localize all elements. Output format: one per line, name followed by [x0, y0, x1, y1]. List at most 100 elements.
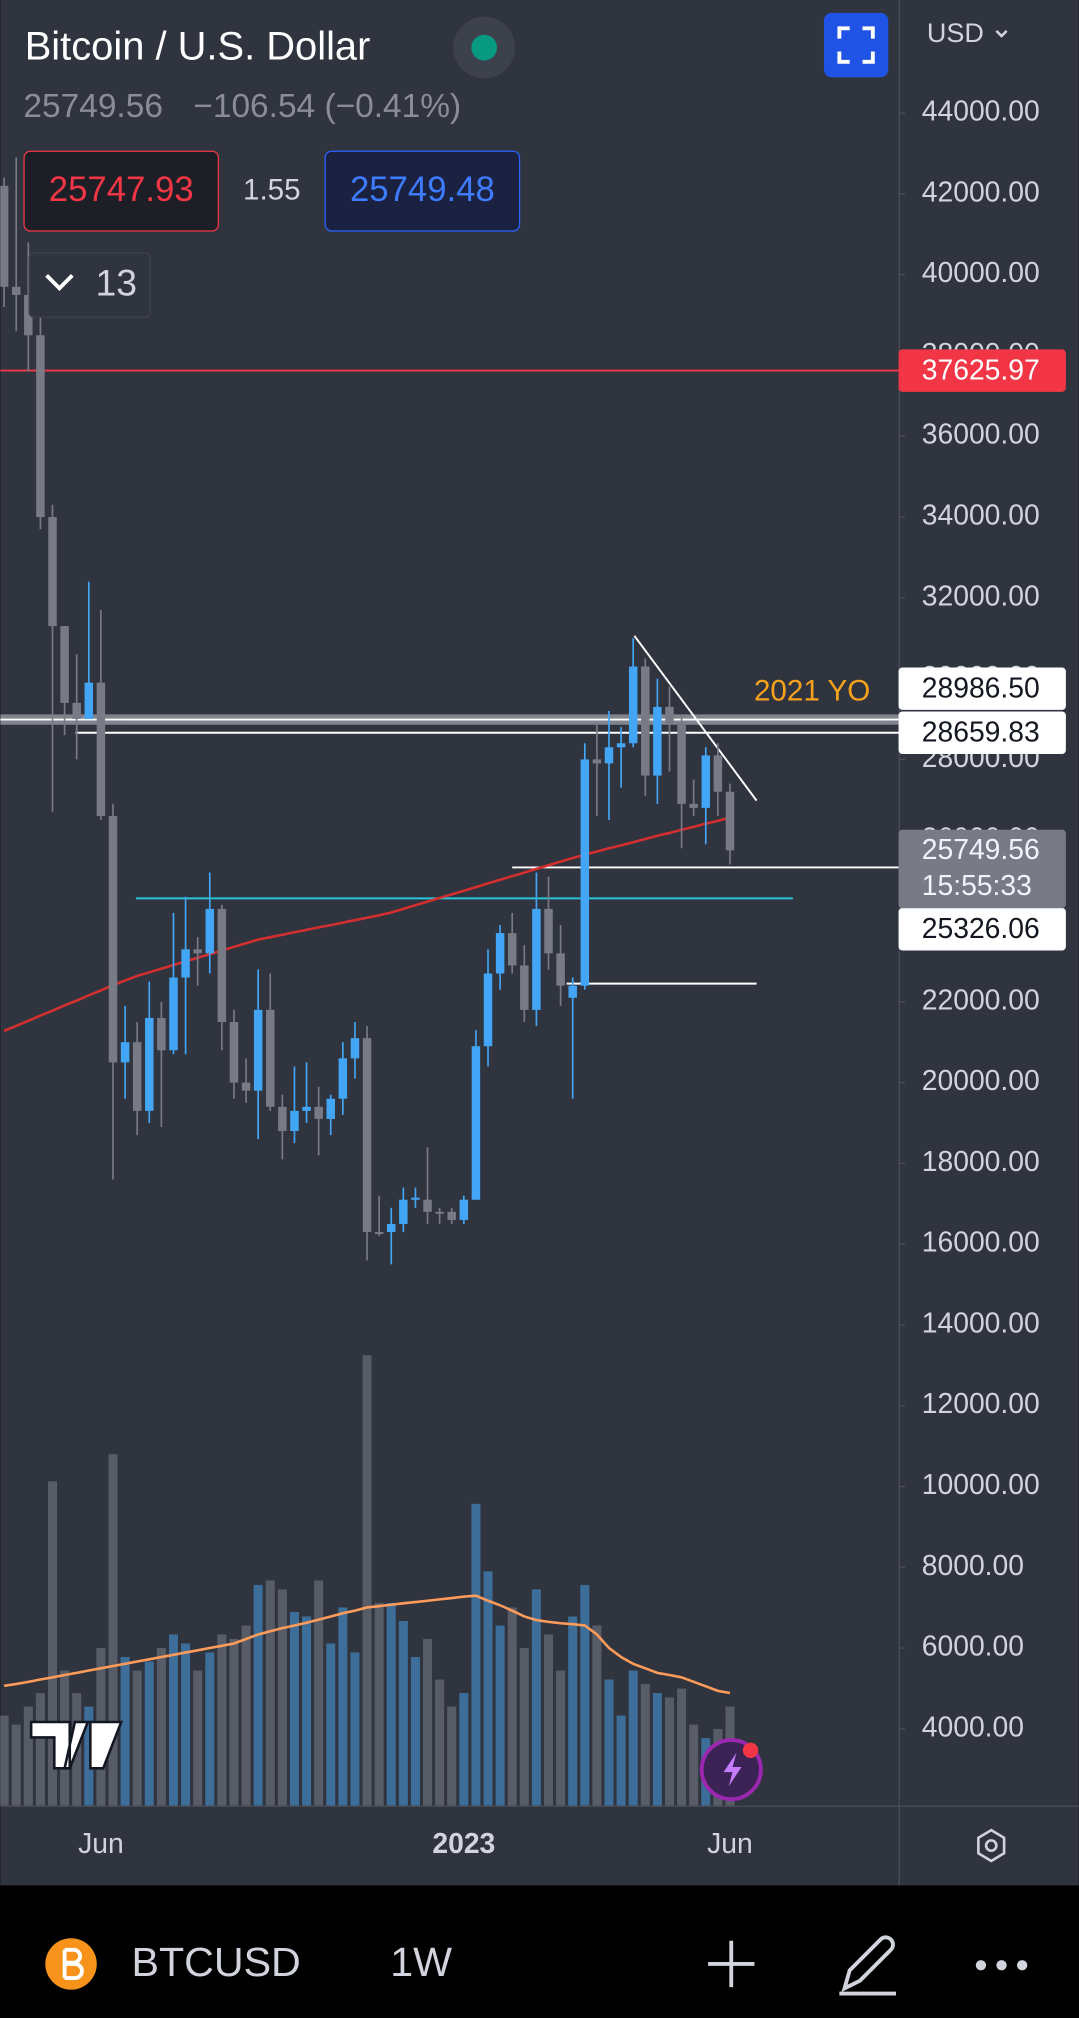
- sell-button[interactable]: [23, 150, 220, 232]
- volume-bar: [47, 1481, 58, 1806]
- volume-bar: [604, 1679, 614, 1806]
- candle-body: [616, 743, 626, 748]
- candle-body: [84, 682, 94, 720]
- y-tick-label: 20000.00: [922, 1064, 1040, 1096]
- volume-bar: [338, 1607, 348, 1806]
- volume-bar: [156, 1647, 166, 1806]
- candle-body: [725, 791, 735, 851]
- buy-button[interactable]: [324, 150, 521, 232]
- candle-body: [60, 626, 69, 703]
- price-label: 25326.06: [922, 912, 1040, 944]
- candle-body: [713, 755, 723, 792]
- candle-body: [266, 1009, 275, 1107]
- candle-body: [157, 1017, 166, 1051]
- currency-selector[interactable]: USD: [927, 18, 984, 48]
- candle-body: [205, 908, 215, 954]
- y-tick-label: 14000.00: [922, 1306, 1040, 1338]
- candle-body: [665, 706, 674, 724]
- volume-bar: [447, 1706, 457, 1806]
- y-tick-label: 10000.00: [922, 1468, 1040, 1500]
- y-tick-label: 22000.00: [922, 983, 1040, 1015]
- y-tick-label: 44000.00: [922, 95, 1040, 127]
- volume-bar: [374, 1602, 384, 1806]
- volume-bar: [423, 1638, 433, 1806]
- candle-body: [471, 1046, 481, 1200]
- symbol-title: Bitcoin / U.S. Dollar: [25, 24, 371, 68]
- candle-body: [435, 1211, 444, 1214]
- more-dot[interactable]: [996, 1960, 1007, 1971]
- y-tick-label: 42000.00: [922, 175, 1040, 207]
- candle-body: [411, 1197, 420, 1200]
- volume-bar: [253, 1584, 263, 1806]
- candle-body: [580, 759, 590, 986]
- volume-bar: [640, 1684, 650, 1806]
- candle-body: [24, 294, 33, 336]
- candle-body: [362, 1038, 372, 1233]
- candle-body: [169, 977, 178, 1051]
- volume-bar: [326, 1643, 336, 1806]
- y-tick-label: 34000.00: [922, 499, 1040, 531]
- coin-glyph: [62, 1947, 84, 1981]
- bottom-toolbar: [0, 1885, 1079, 2018]
- y-tick-label: 4000.00: [922, 1710, 1024, 1742]
- volume-bar: [652, 1693, 662, 1806]
- candle-body: [193, 949, 202, 954]
- candle-body: [423, 1199, 432, 1212]
- price-change: −106.54 (−0.41%): [193, 88, 461, 125]
- draw-button[interactable]: [839, 1935, 896, 1996]
- interval[interactable]: 1W: [390, 1939, 452, 1985]
- candle-body: [544, 908, 553, 954]
- candle-body: [120, 1042, 130, 1063]
- candle-body: [399, 1199, 408, 1224]
- fullscreen-button[interactable]: [823, 12, 889, 78]
- volume-bar: [205, 1652, 215, 1806]
- lightning-icon: [723, 1752, 742, 1787]
- volume-bar: [181, 1643, 191, 1806]
- settings-icon[interactable]: [977, 1828, 1006, 1863]
- ticker[interactable]: BTCUSD: [132, 1939, 301, 1985]
- add-button[interactable]: [708, 1940, 755, 1988]
- candle-body: [641, 666, 650, 776]
- volume-bar: [616, 1715, 626, 1806]
- candle-body: [241, 1082, 251, 1091]
- volume-bar: [398, 1620, 408, 1806]
- volume-bar: [507, 1607, 517, 1806]
- chevron-icon: [45, 274, 74, 292]
- volume-bar: [0, 1715, 9, 1806]
- more-dot[interactable]: [975, 1960, 987, 1971]
- candle-body: [217, 908, 227, 1022]
- more-dot[interactable]: [1016, 1960, 1028, 1971]
- candle-body: [483, 973, 493, 1047]
- price-label-box: [898, 349, 1066, 392]
- volume-bar: [531, 1589, 541, 1806]
- volume-bar: [217, 1634, 227, 1806]
- y-tick-label: 40000.00: [922, 256, 1040, 288]
- volume-bar: [120, 1656, 130, 1806]
- candle-body: [132, 1042, 142, 1111]
- candle-body: [495, 933, 505, 974]
- volume-bar: [386, 1602, 396, 1806]
- candle-body: [507, 933, 517, 966]
- candle-body: [628, 666, 638, 744]
- indicators-count: 13: [95, 262, 137, 304]
- indicators-toggle[interactable]: [28, 252, 151, 318]
- price-label-box: [898, 711, 1066, 755]
- x-tick-label: 2023: [432, 1827, 495, 1859]
- volume-bar: [241, 1625, 251, 1806]
- y-tick-label: 6000.00: [922, 1630, 1024, 1662]
- moving-average-line: [3, 816, 731, 1033]
- candle-body: [532, 908, 541, 1010]
- volume-bar: [483, 1571, 493, 1806]
- volume-bar: [664, 1697, 674, 1806]
- candle-body: [386, 1223, 396, 1233]
- spread: 1.55: [243, 174, 301, 207]
- volume-bar: [168, 1634, 178, 1806]
- fullscreen-icon: [837, 26, 875, 64]
- settings-icon-core: [984, 1839, 998, 1852]
- candle-body: [290, 1110, 299, 1132]
- candle-body: [568, 985, 577, 998]
- volume-bar: [544, 1634, 554, 1806]
- volume-bar: [362, 1355, 372, 1806]
- volume-bar: [11, 1724, 21, 1806]
